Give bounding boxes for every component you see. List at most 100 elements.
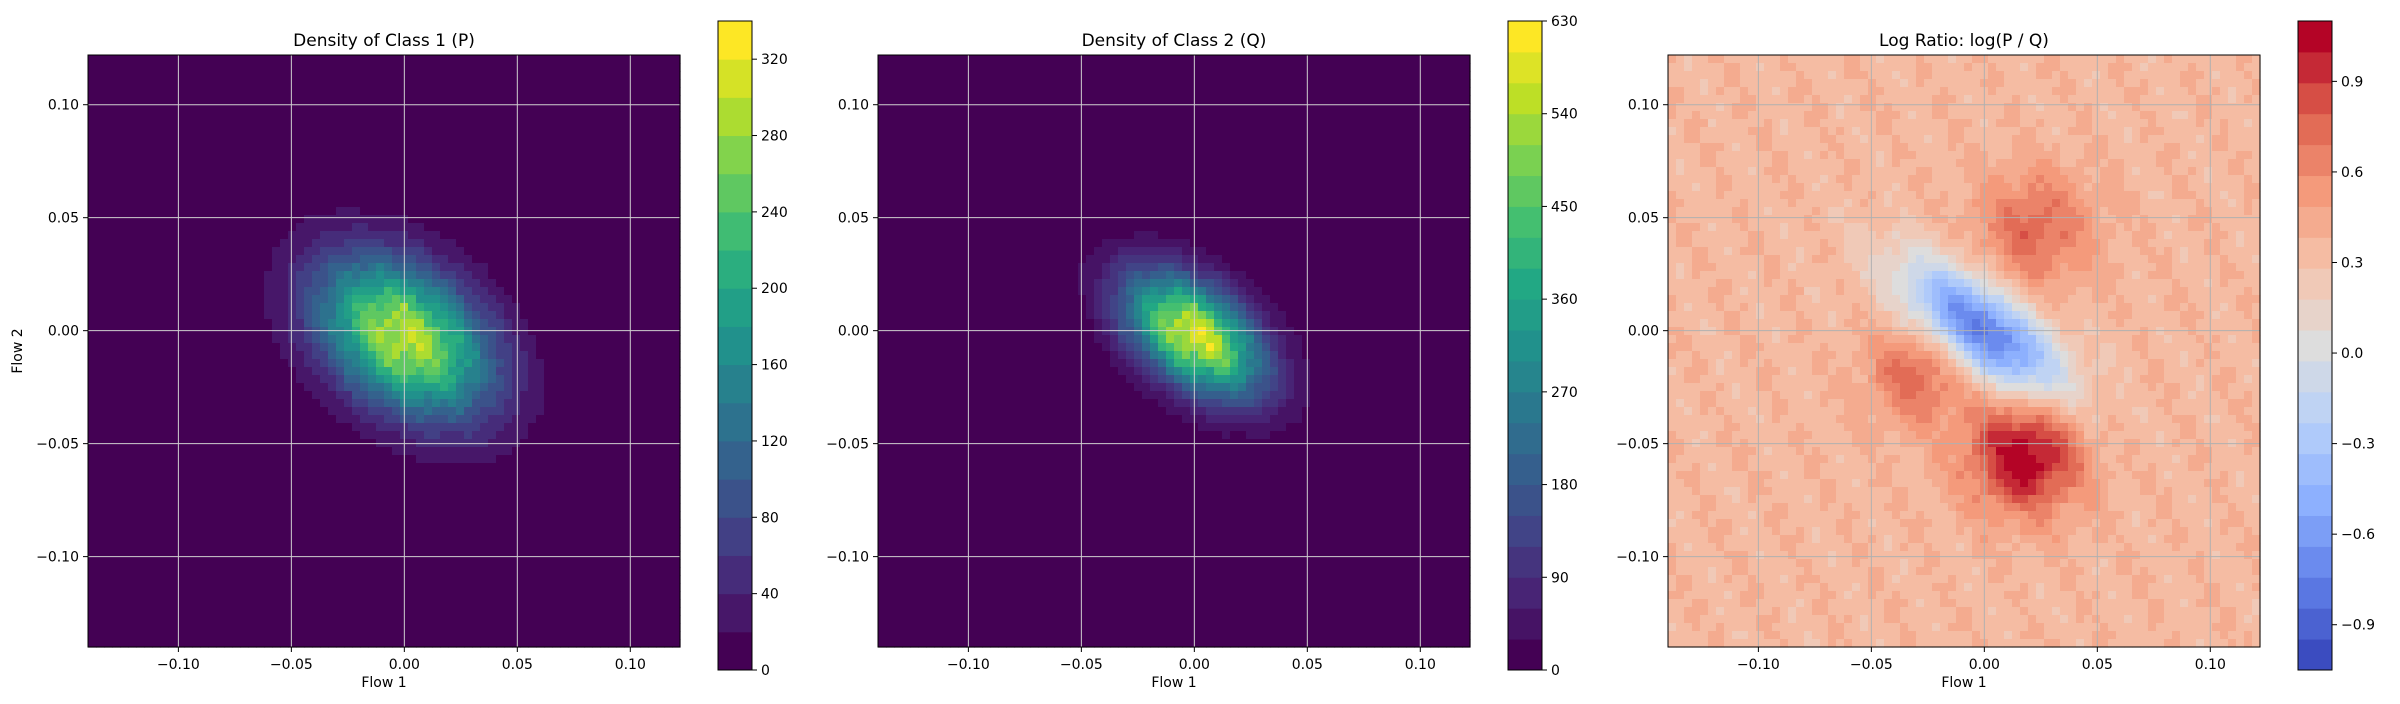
heatmap-cell <box>328 159 337 168</box>
heatmap-cell <box>144 487 153 496</box>
heatmap-cell <box>456 343 465 352</box>
heatmap-cell <box>208 295 217 304</box>
heatmap-cell <box>96 143 105 152</box>
heatmap-cell <box>488 255 497 264</box>
heatmap-cell <box>592 223 601 232</box>
heatmap-cell <box>448 367 457 376</box>
heatmap-cell <box>240 423 249 432</box>
heatmap-cell <box>128 575 137 584</box>
heatmap-cell <box>312 455 321 464</box>
heatmap-cell <box>624 351 633 360</box>
heatmap-cell <box>336 415 345 424</box>
heatmap-cell <box>344 103 353 112</box>
heatmap-cell <box>320 383 329 392</box>
heatmap-cell <box>392 591 401 600</box>
heatmap-cell <box>168 111 177 120</box>
heatmap-cell <box>432 503 441 512</box>
heatmap-cell <box>112 471 121 480</box>
heatmap-cell <box>440 495 449 504</box>
heatmap-cell <box>608 607 617 616</box>
heatmap-cell <box>504 327 513 336</box>
heatmap-cell <box>104 631 113 640</box>
heatmap-cell <box>360 71 369 80</box>
heatmap-cell <box>616 55 625 64</box>
heatmap-cell <box>328 87 337 96</box>
heatmap-cell <box>424 319 433 328</box>
heatmap-cell <box>496 79 505 88</box>
heatmap-cell <box>312 599 321 608</box>
heatmap-cell <box>104 479 113 488</box>
heatmap-cell <box>96 183 105 192</box>
heatmap-cell <box>216 431 225 440</box>
heatmap-cell <box>552 183 561 192</box>
heatmap-cell <box>488 399 497 408</box>
heatmap-cell <box>112 183 121 192</box>
heatmap-cell <box>176 71 185 80</box>
heatmap-cell <box>104 495 113 504</box>
heatmap-cell <box>576 223 585 232</box>
heatmap-cell <box>192 423 201 432</box>
heatmap-cell <box>520 495 529 504</box>
heatmap-cell <box>240 143 249 152</box>
heatmap-cell <box>624 191 633 200</box>
heatmap-cell <box>232 87 241 96</box>
heatmap-cell <box>352 295 361 304</box>
heatmap-cell <box>368 63 377 72</box>
heatmap-cell <box>456 447 465 456</box>
heatmap-cell <box>184 303 193 312</box>
heatmap-cell <box>424 55 433 64</box>
heatmap-cell <box>328 519 337 528</box>
heatmap-cell <box>440 431 449 440</box>
heatmap-cell <box>344 223 353 232</box>
heatmap-cell <box>520 55 529 64</box>
heatmap-cell <box>160 239 169 248</box>
heatmap-cell <box>480 263 489 272</box>
heatmap-cell <box>568 215 577 224</box>
heatmap-cell <box>160 607 169 616</box>
heatmap-cell <box>168 367 177 376</box>
heatmap-cell <box>600 519 609 528</box>
heatmap-cell <box>504 559 513 568</box>
heatmap-cell <box>384 463 393 472</box>
heatmap-cell <box>248 519 257 528</box>
heatmap-cell <box>240 575 249 584</box>
heatmap-cell <box>584 247 593 256</box>
heatmap-cell <box>520 95 529 104</box>
heatmap-cell <box>496 135 505 144</box>
heatmap-cell <box>528 287 537 296</box>
heatmap-cell <box>352 567 361 576</box>
heatmap-cell <box>560 87 569 96</box>
heatmap-cell <box>344 407 353 416</box>
heatmap-cell <box>240 255 249 264</box>
heatmap-cell <box>192 111 201 120</box>
heatmap-cell <box>88 343 97 352</box>
heatmap-cell <box>320 503 329 512</box>
heatmap-cell <box>272 399 281 408</box>
heatmap-cell <box>488 327 497 336</box>
heatmap-cell <box>304 143 313 152</box>
heatmap-cell <box>160 183 169 192</box>
heatmap-cell <box>128 503 137 512</box>
heatmap-cell <box>176 191 185 200</box>
heatmap-cell <box>392 599 401 608</box>
heatmap-cell <box>416 447 425 456</box>
heatmap-cell <box>304 319 313 328</box>
heatmap-cell <box>472 535 481 544</box>
heatmap-cell <box>584 151 593 160</box>
heatmap-cell <box>440 271 449 280</box>
heatmap-cell <box>224 231 233 240</box>
heatmap-cell <box>616 287 625 296</box>
heatmap-cell <box>456 487 465 496</box>
heatmap-cell <box>264 431 273 440</box>
heatmap-cell <box>336 431 345 440</box>
heatmap-cell <box>104 607 113 616</box>
heatmap-cell <box>424 199 433 208</box>
heatmap-cell <box>288 183 297 192</box>
heatmap-cell <box>256 103 265 112</box>
heatmap-cell <box>424 543 433 552</box>
heatmap-cell <box>272 175 281 184</box>
heatmap-cell <box>536 519 545 528</box>
heatmap-cell <box>336 295 345 304</box>
heatmap-cell <box>232 599 241 608</box>
heatmap-cell <box>408 263 417 272</box>
